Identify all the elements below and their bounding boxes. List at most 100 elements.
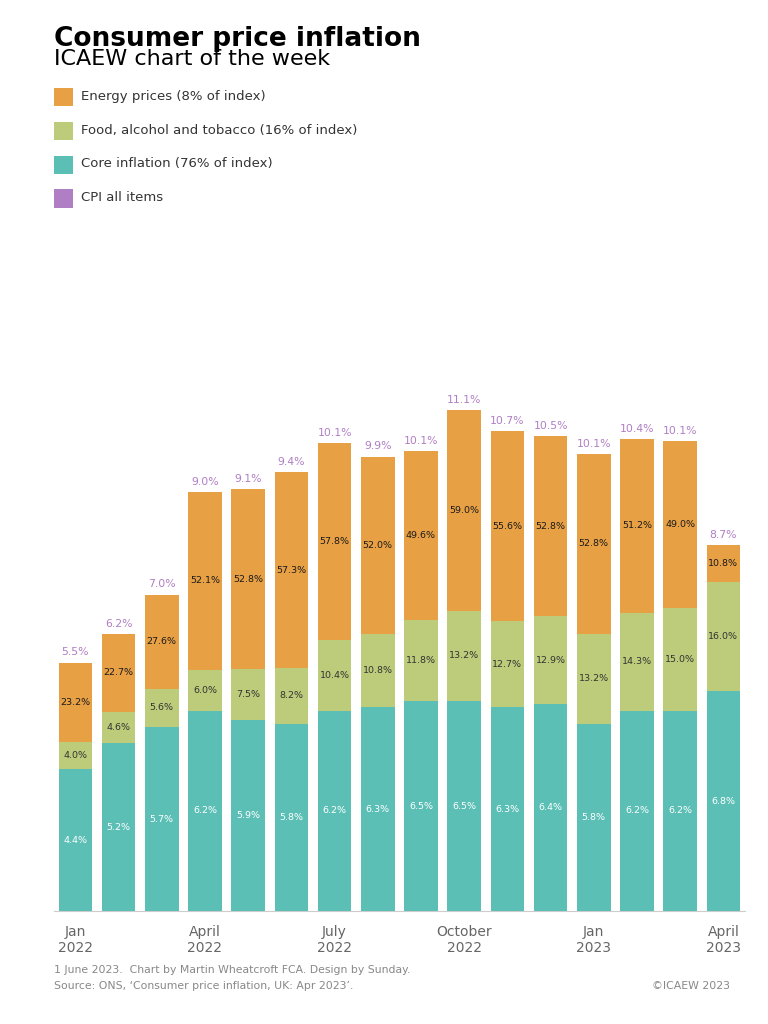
Text: 9.4%: 9.4% (277, 458, 305, 467)
Text: 6.2%: 6.2% (193, 807, 217, 815)
Text: Consumer price inflation: Consumer price inflation (54, 26, 421, 51)
Text: 5.7%: 5.7% (150, 814, 174, 823)
Text: 11.8%: 11.8% (406, 656, 436, 666)
Bar (664, 441, 697, 608)
Text: 6.3%: 6.3% (366, 805, 390, 814)
Text: 49.0%: 49.0% (665, 520, 695, 529)
Text: CPI all items: CPI all items (81, 191, 163, 204)
Bar (274, 724, 308, 911)
Text: 13.2%: 13.2% (579, 674, 609, 683)
Bar (534, 705, 568, 911)
Text: 52.1%: 52.1% (190, 577, 220, 586)
Bar (707, 691, 740, 911)
Bar (318, 442, 352, 640)
Bar (620, 438, 654, 613)
Text: 49.6%: 49.6% (406, 531, 436, 541)
Bar (534, 616, 568, 705)
Text: Core inflation (76% of index): Core inflation (76% of index) (81, 158, 273, 170)
Bar (491, 431, 525, 621)
Bar (491, 621, 525, 708)
Text: 10.1%: 10.1% (317, 428, 352, 437)
Text: 52.8%: 52.8% (579, 540, 609, 548)
Text: 57.3%: 57.3% (276, 565, 306, 574)
Bar (664, 711, 697, 911)
Bar (231, 489, 265, 670)
Text: 9.0%: 9.0% (191, 477, 219, 487)
Text: 52.0%: 52.0% (362, 541, 392, 550)
Text: Source: ONS, ‘Consumer price inflation, UK: Apr 2023’.: Source: ONS, ‘Consumer price inflation, … (54, 981, 353, 991)
Text: 6.3%: 6.3% (495, 805, 519, 814)
Text: 12.7%: 12.7% (492, 659, 522, 669)
Bar (274, 668, 308, 724)
Text: 8.7%: 8.7% (710, 530, 737, 541)
Bar (145, 689, 179, 727)
Text: 5.6%: 5.6% (150, 703, 174, 713)
Text: 52.8%: 52.8% (535, 522, 565, 530)
Bar (274, 472, 308, 668)
Text: 13.2%: 13.2% (449, 651, 479, 660)
Bar (404, 452, 438, 621)
Text: 27.6%: 27.6% (147, 637, 177, 646)
Text: 6.4%: 6.4% (538, 803, 562, 812)
Text: 7.5%: 7.5% (237, 690, 260, 699)
Text: 4.6%: 4.6% (107, 723, 131, 732)
Bar (58, 663, 92, 741)
Bar (620, 711, 654, 911)
Text: ©ICAEW 2023: ©ICAEW 2023 (651, 981, 730, 991)
Bar (447, 410, 481, 611)
Text: 11.1%: 11.1% (447, 395, 482, 404)
Bar (577, 454, 611, 634)
Text: 52.8%: 52.8% (233, 574, 263, 584)
Bar (361, 457, 395, 634)
Bar (404, 700, 438, 911)
Text: Food, alcohol and tobacco (16% of index): Food, alcohol and tobacco (16% of index) (81, 124, 357, 136)
Bar (361, 634, 395, 708)
Text: 16.0%: 16.0% (708, 632, 738, 641)
Text: 6.2%: 6.2% (104, 620, 132, 629)
Text: 6.5%: 6.5% (409, 802, 433, 811)
Text: 10.4%: 10.4% (319, 671, 349, 680)
Text: 10.8%: 10.8% (362, 666, 392, 675)
Bar (188, 670, 222, 711)
Text: 6.2%: 6.2% (668, 807, 692, 815)
Bar (145, 727, 179, 911)
Text: 10.5%: 10.5% (533, 421, 568, 431)
Text: 51.2%: 51.2% (622, 521, 652, 530)
Bar (58, 769, 92, 911)
Text: 55.6%: 55.6% (492, 521, 522, 530)
Bar (707, 546, 740, 583)
Bar (145, 595, 179, 689)
Bar (58, 741, 92, 769)
Text: 1 June 2023.  Chart by Martin Wheatcroft FCA. Design by Sunday.: 1 June 2023. Chart by Martin Wheatcroft … (54, 965, 410, 975)
Bar (101, 743, 135, 911)
Text: 7.0%: 7.0% (148, 580, 176, 590)
Text: 59.0%: 59.0% (449, 506, 479, 515)
Bar (447, 611, 481, 700)
Bar (664, 608, 697, 711)
Text: 9.9%: 9.9% (364, 441, 392, 452)
Bar (361, 708, 395, 911)
Bar (101, 634, 135, 712)
Bar (491, 708, 525, 911)
Text: 10.1%: 10.1% (577, 438, 611, 449)
Text: ICAEW chart of the week: ICAEW chart of the week (54, 49, 330, 70)
Text: 10.1%: 10.1% (404, 436, 439, 446)
Bar (577, 634, 611, 724)
Bar (707, 583, 740, 691)
Text: 10.1%: 10.1% (663, 426, 697, 436)
Text: 4.4%: 4.4% (64, 836, 88, 845)
Text: 22.7%: 22.7% (104, 669, 134, 678)
Text: 6.0%: 6.0% (193, 686, 217, 694)
Text: 6.2%: 6.2% (625, 807, 649, 815)
Bar (231, 720, 265, 911)
Text: 6.2%: 6.2% (323, 807, 346, 815)
Text: Energy prices (8% of index): Energy prices (8% of index) (81, 90, 265, 102)
Text: 10.7%: 10.7% (490, 416, 525, 426)
Bar (447, 700, 481, 911)
Bar (318, 640, 352, 711)
Text: 5.8%: 5.8% (582, 813, 606, 822)
Text: 5.9%: 5.9% (237, 811, 260, 820)
Text: 5.2%: 5.2% (107, 822, 131, 831)
Text: 5.8%: 5.8% (280, 813, 303, 822)
Bar (318, 711, 352, 911)
